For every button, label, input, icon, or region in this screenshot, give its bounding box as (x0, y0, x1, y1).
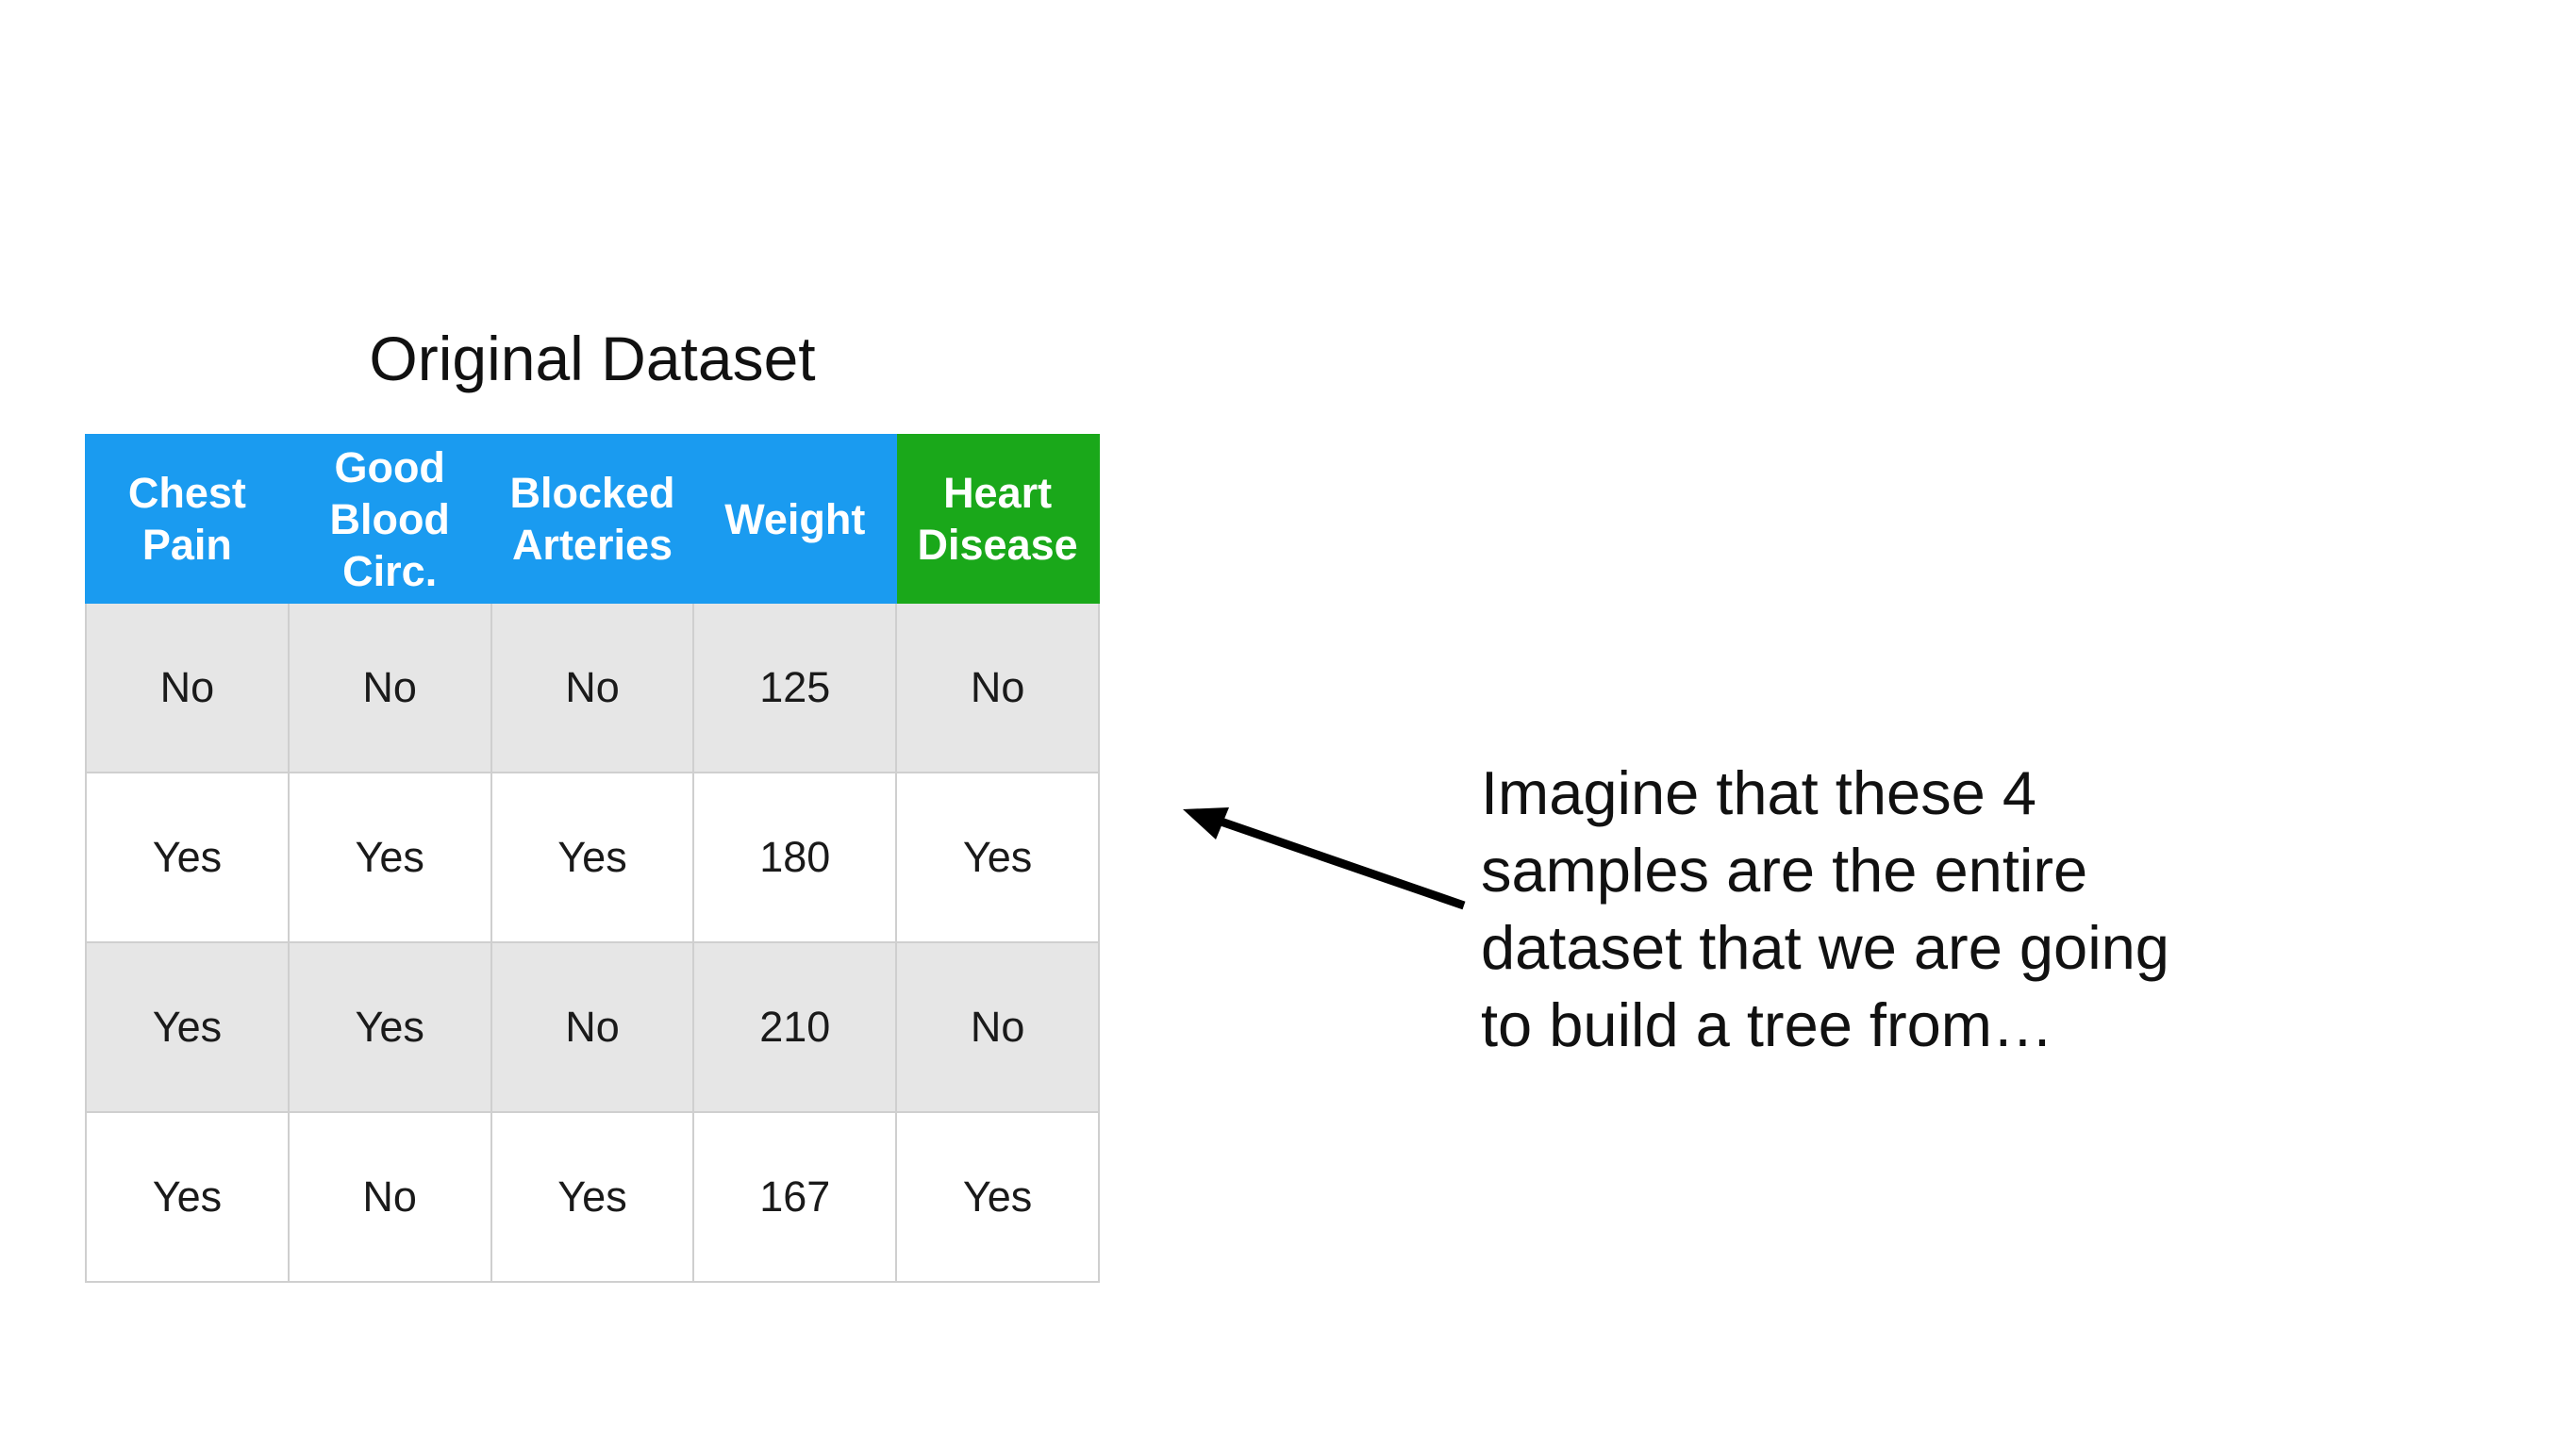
table-row: Yes Yes Yes 180 Yes (85, 772, 1100, 943)
table-cell: No (287, 1111, 492, 1283)
header-row: Chest Pain Good Blood Circ. Blocked Arteries… (85, 434, 1100, 604)
column-header-line: Arteries (511, 521, 673, 569)
table-cell: 125 (692, 602, 898, 773)
column-header-line: Chest (127, 469, 246, 517)
caption: Imagine that these 4 samples are the ent… (1481, 755, 2424, 1064)
column-header-line: Pain (141, 521, 232, 569)
table-cell: Yes (287, 772, 492, 943)
column-header-blocked-arteries: Blocked Arteries (490, 434, 695, 604)
column-header-heart-disease: Heart Disease (895, 434, 1100, 604)
table-cell: No (895, 941, 1100, 1113)
table-cell: Yes (85, 1111, 290, 1283)
table-cell: No (287, 602, 492, 773)
column-header-line: Blocked (509, 469, 675, 517)
column-header-line: Weight (724, 494, 866, 543)
column-header-weight: Weight (692, 434, 898, 604)
table-cell: 180 (692, 772, 898, 943)
table-cell: No (895, 602, 1100, 773)
caption-line: dataset that we are going (1481, 913, 2169, 982)
table-cell: Yes (85, 941, 290, 1113)
table-cell: Yes (287, 941, 492, 1113)
table-cell: Yes (490, 772, 695, 943)
column-header-line: Disease (917, 521, 1078, 569)
dataset-table: Chest Pain Good Blood Circ. Blocked Arteries… (85, 434, 1100, 1283)
table-cell: Yes (895, 772, 1100, 943)
caption-line: samples are the entire (1481, 836, 2088, 905)
column-header-chest-pain: Chest Pain (85, 434, 290, 604)
column-header-line: Blood (329, 494, 450, 543)
table-cell: No (490, 602, 695, 773)
table-row: No No No 125 No (85, 602, 1100, 773)
column-header-good-blood-circ: Good Blood Circ. (287, 434, 492, 604)
table-cell: 210 (692, 941, 898, 1113)
table-row: Yes Yes No 210 No (85, 941, 1100, 1113)
caption-line: Imagine that these 4 (1481, 758, 2036, 827)
table-cell: Yes (895, 1111, 1100, 1283)
table-cell: 167 (692, 1111, 898, 1283)
column-header-line: Circ. (342, 546, 438, 595)
table-cell: Yes (490, 1111, 695, 1283)
column-header-line: Heart (943, 469, 1053, 517)
table-cell: No (490, 941, 695, 1113)
arrow-left-icon (1183, 807, 1466, 910)
table-title: Original Dataset (369, 324, 816, 393)
table-cell: Yes (85, 772, 290, 943)
table-row: Yes No Yes 167 Yes (85, 1111, 1100, 1283)
table-cell: No (85, 602, 290, 773)
column-header-line: Good (334, 442, 445, 491)
caption-line: to build a tree from… (1481, 990, 2053, 1059)
